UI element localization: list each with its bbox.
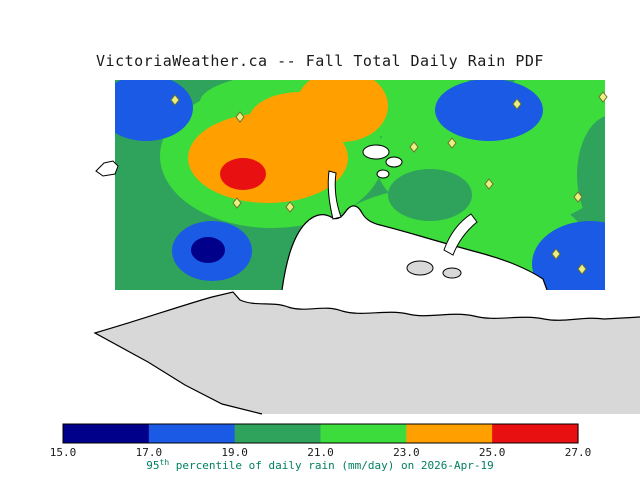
colorbar-segment-21.0-23.0 [320,424,407,443]
island-grey-2 [442,267,462,279]
land-mainland [95,292,640,414]
caption-base: 95 [146,459,159,472]
colorbar-segment-17.0-19.0 [148,424,236,443]
colorbar-segment-15.0-17.0 [63,424,150,443]
station-marker-diamond [232,197,242,209]
station-marker-diamond [409,141,419,153]
caption-rest: percentile of daily rain (mm/day) on 202… [169,459,494,472]
colorbar-tick-label: 15.0 [50,446,77,459]
coast-fragment-west [95,160,119,177]
strait-water [282,205,547,290]
colorbar-segment-19.0-21.0 [234,424,322,443]
station-marker-diamond [598,91,608,103]
island-channel [443,213,478,256]
island-grey-1 [406,260,434,276]
coastline-mainland [93,291,640,415]
water-body-3 [376,169,390,179]
colorbar-tick-label: 19.0 [221,446,248,459]
colorbar-tick-labels: 15.0 17.0 19.0 21.0 23.0 25.0 27.0 [50,446,592,459]
inlet-finger [327,170,342,220]
contour-17-19-northeast [435,80,543,141]
colorbar-tick-label: 25.0 [479,446,506,459]
station-markers [170,91,608,275]
water-body-2 [385,156,403,168]
colorbar-tick-label: 27.0 [565,446,592,459]
station-marker-diamond [512,98,522,110]
colorbar-border [62,423,579,444]
contour-17-19-northwest [115,80,193,141]
station-marker-diamond [551,248,561,260]
contour-23-25-north-tongue [296,80,388,142]
station-marker-diamond [285,201,295,213]
coastline-south [281,205,548,290]
station-marker-diamond [484,178,494,190]
station-marker-diamond [170,94,180,106]
contour-17-19-southeast [532,221,605,290]
colorbar [63,424,579,443]
station-marker-diamond [573,191,583,203]
contour-field [115,80,605,290]
contour-19-21-center [388,169,472,221]
colorbar-caption: 95th percentile of daily rain (mm/day) o… [146,458,493,472]
contour-25-27-core [220,158,266,190]
caption-superscript: th [160,458,170,467]
plot-title: VictoriaWeather.ca -- Fall Total Daily R… [96,52,544,70]
colorbar-tick-label: 17.0 [136,446,163,459]
water-body-1 [362,144,390,160]
contour-19-21-east-edge [577,116,605,234]
station-marker-diamond [577,263,587,275]
station-marker-diamond [235,111,245,123]
station-marker-diamond [447,137,457,149]
colorbar-segment-25.0-27.0 [492,424,579,443]
colorbar-segment-23.0-25.0 [406,424,493,443]
contour-15-17-core [191,237,225,263]
colorbar-tick-label: 23.0 [393,446,420,459]
colorbar-tick-label: 21.0 [307,446,334,459]
